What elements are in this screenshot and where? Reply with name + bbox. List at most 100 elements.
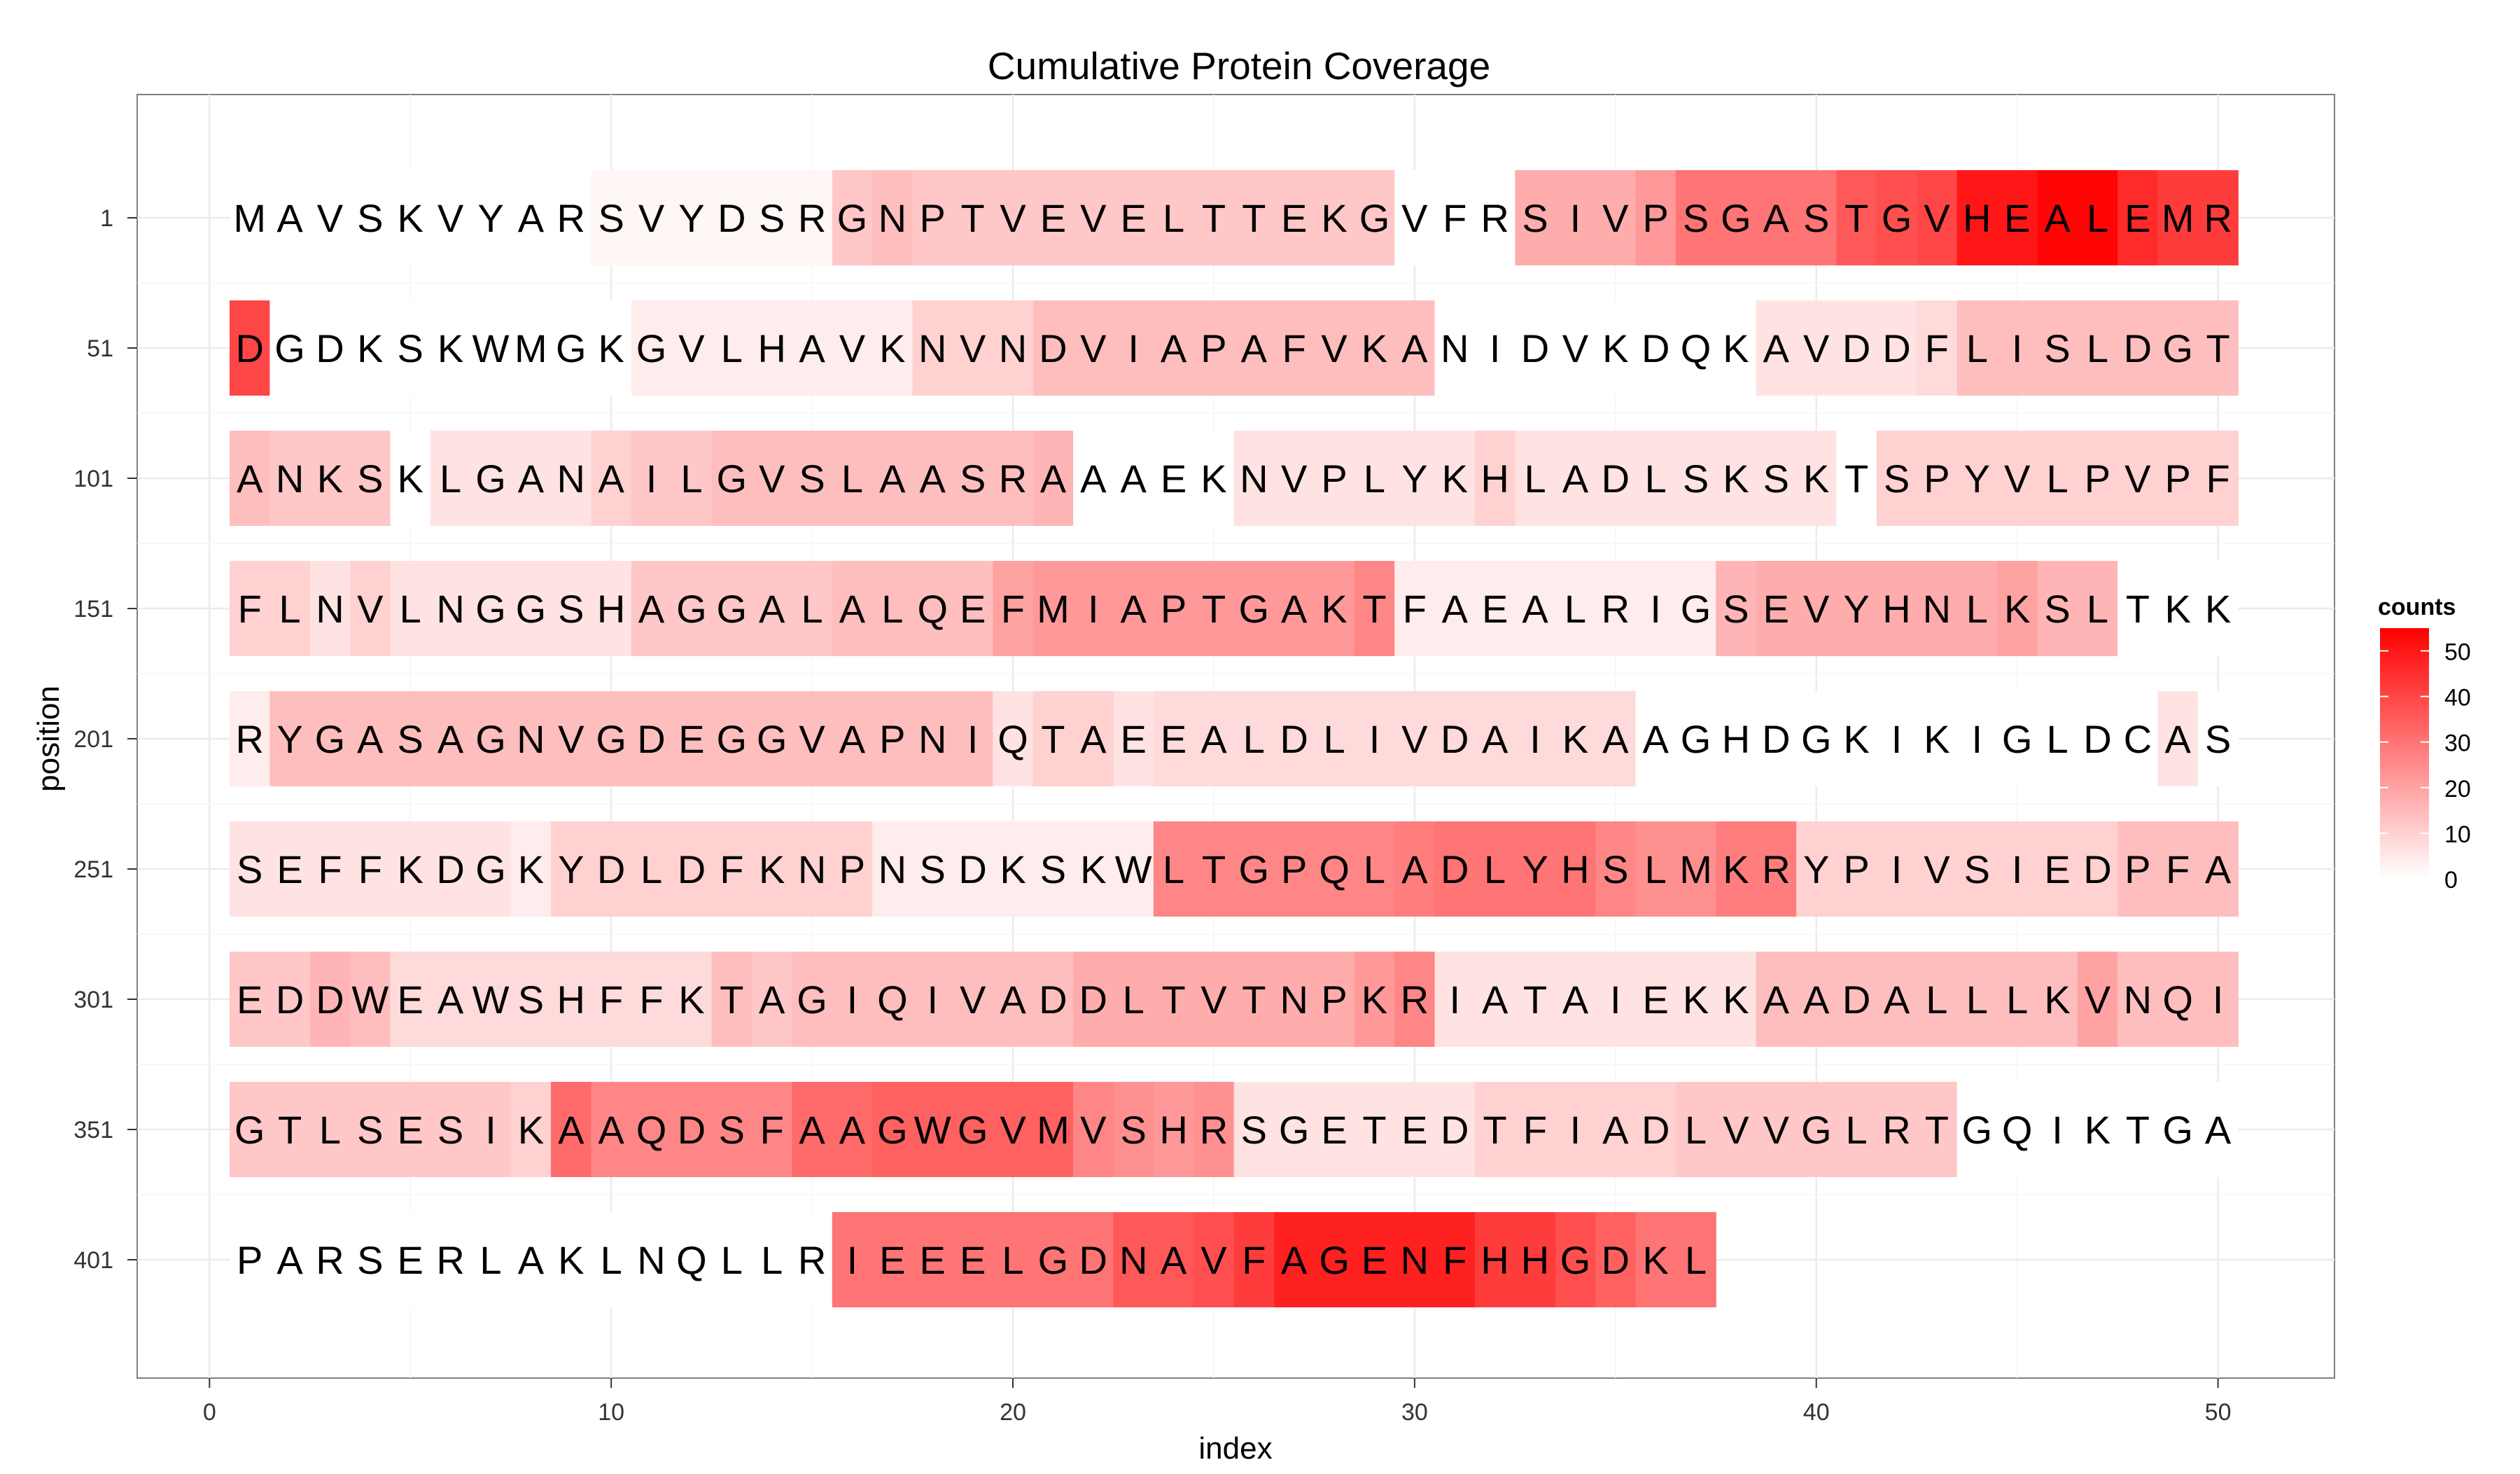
residue-letter: R (999, 457, 1027, 501)
coverage-tile (1354, 821, 1395, 917)
coverage-tile (952, 952, 993, 1047)
coverage-tile (430, 1212, 471, 1307)
residue-letter: A (1241, 326, 1268, 370)
residue-letter: L (1163, 196, 1184, 240)
coverage-tile (1314, 821, 1355, 917)
y-tick-label: 401 (74, 1247, 113, 1274)
residue-letter: G (2162, 326, 2193, 370)
residue-letter: I (927, 978, 938, 1022)
coverage-tile (350, 821, 391, 917)
coverage-tile (1595, 952, 1637, 1047)
y-axis-label: position (31, 686, 66, 792)
residue-letter: A (1200, 717, 1227, 761)
coverage-tile (1194, 821, 1235, 917)
y-tick-label: 201 (74, 726, 113, 753)
residue-letter: G (2002, 717, 2033, 761)
residue-letter: V (1763, 1108, 1790, 1152)
coverage-tile (1032, 821, 1074, 917)
residue-letter: F (1443, 196, 1466, 240)
coverage-tile (1032, 431, 1074, 526)
residue-letter: A (1161, 326, 1187, 370)
coverage-tile (993, 1212, 1034, 1307)
coverage-tile (551, 300, 592, 396)
coverage-tile (2077, 170, 2118, 265)
residue-letter: A (1000, 978, 1026, 1022)
residue-letter: P (1281, 847, 1307, 891)
coverage-tile (270, 561, 311, 656)
residue-letter: S (2044, 587, 2070, 631)
coverage-tile (1153, 1082, 1194, 1177)
coverage-tile (1555, 1082, 1596, 1177)
coverage-tile (510, 431, 552, 526)
coverage-tile (671, 300, 713, 396)
residue-letter: R (316, 1238, 344, 1282)
residue-letter: K (2085, 1108, 2110, 1152)
coverage-tile (1555, 1212, 1596, 1307)
coverage-tile (993, 1082, 1034, 1177)
residue-letter: E (1161, 717, 1186, 761)
residue-letter: A (1281, 1238, 1308, 1282)
residue-letter: L (1685, 1108, 1707, 1152)
coverage-tile (1153, 300, 1194, 396)
residue-letter: S (357, 1108, 383, 1152)
x-tick-label: 40 (1803, 1399, 1830, 1426)
coverage-tile (912, 170, 953, 265)
coverage-tile (1756, 1082, 1797, 1177)
coverage-tile (631, 1082, 672, 1177)
coverage-tile (2157, 952, 2199, 1047)
residue-letter: H (1159, 1108, 1187, 1152)
coverage-tile (1394, 1082, 1436, 1177)
coverage-tile (1153, 170, 1194, 265)
coverage-tile (2197, 431, 2239, 526)
coverage-tile (350, 1082, 391, 1177)
coverage-tile (2197, 691, 2239, 786)
residue-letter: H (1722, 717, 1750, 761)
residue-letter: T (1483, 1108, 1507, 1152)
coverage-tile (631, 431, 672, 526)
coverage-tile (1474, 170, 1516, 265)
residue-letter: V (839, 326, 866, 370)
coverage-tile (792, 431, 833, 526)
residue-letter: G (837, 196, 868, 240)
coverage-tile (1233, 1212, 1275, 1307)
residue-letter: L (1846, 1108, 1868, 1152)
coverage-tile (1996, 1082, 2038, 1177)
coverage-tile (872, 561, 913, 656)
legend-tick-label: 10 (2444, 821, 2471, 848)
coverage-tile (2118, 431, 2159, 526)
residue-letter: S (719, 1108, 745, 1152)
coverage-tile (1113, 691, 1154, 786)
legend-title: counts (2378, 594, 2456, 620)
coverage-tile (309, 431, 351, 526)
residue-letter: K (1723, 978, 1749, 1022)
residue-letter: S (1884, 457, 1910, 501)
residue-letter: P (1643, 196, 1669, 240)
coverage-tile (912, 431, 953, 526)
coverage-tile (1153, 431, 1194, 526)
residue-letter: A (1482, 717, 1508, 761)
coverage-tile (591, 952, 632, 1047)
residue-letter: H (1480, 1238, 1508, 1282)
residue-letter: T (720, 978, 743, 1022)
residue-letter: P (1321, 457, 1347, 501)
coverage-tile (1314, 431, 1355, 526)
residue-letter: E (398, 1238, 424, 1282)
coverage-tile (832, 1212, 873, 1307)
coverage-tile (1434, 1082, 1476, 1177)
coverage-tile (1756, 561, 1797, 656)
residue-letter: Q (997, 717, 1028, 761)
residue-letter: K (1723, 457, 1749, 501)
residue-letter: G (1038, 1238, 1069, 1282)
coverage-tile (1032, 1212, 1074, 1307)
coverage-tile (470, 300, 512, 396)
coverage-tile (229, 821, 270, 917)
coverage-tile (270, 691, 311, 786)
coverage-tile (1515, 1082, 1556, 1177)
coverage-tile (2037, 431, 2078, 526)
coverage-tile (2118, 691, 2159, 786)
residue-letter: K (398, 847, 424, 891)
coverage-tile (1836, 431, 1877, 526)
coverage-tile (1434, 1212, 1476, 1307)
coverage-tile (1756, 170, 1797, 265)
coverage-tile (1956, 1082, 1998, 1177)
